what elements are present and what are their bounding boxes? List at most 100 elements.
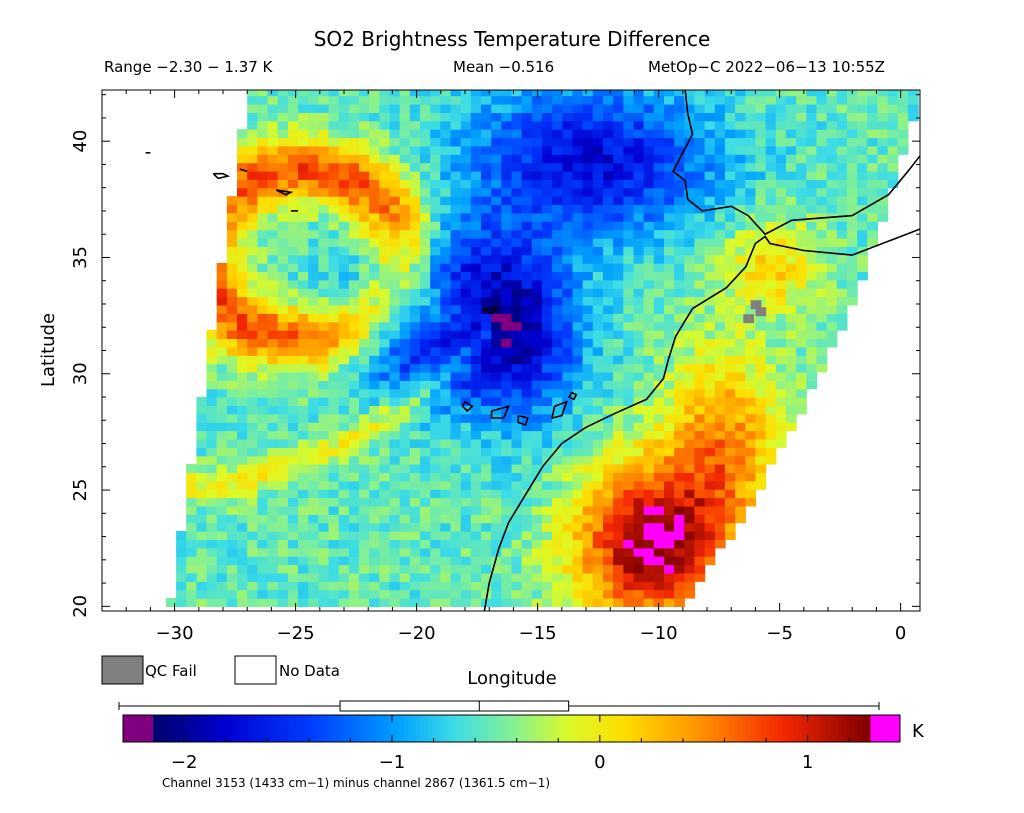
swath-pixel [318, 547, 330, 557]
swath-pixel [287, 338, 299, 348]
swath-pixel [359, 229, 370, 239]
swath-pixel [643, 531, 655, 540]
swath-pixel [369, 237, 380, 247]
swath-pixel [277, 464, 289, 473]
swath-pixel [775, 179, 787, 189]
swath-pixel [460, 455, 472, 465]
swath-pixel [613, 254, 624, 264]
swath-pixel [501, 154, 513, 164]
swath-pixel [714, 514, 726, 524]
swath-pixel [542, 296, 553, 306]
swath-pixel [226, 539, 238, 549]
swath-pixel [664, 304, 675, 314]
swath-pixel [359, 196, 370, 206]
swath-pixel [267, 145, 279, 155]
swath-pixel [735, 154, 746, 164]
swath-pixel [206, 438, 218, 448]
swath-pixel [491, 263, 502, 272]
swath-pixel [745, 120, 757, 130]
swath-pixel [176, 547, 187, 557]
swath-pixel [735, 472, 746, 482]
swath-pixel [206, 489, 218, 499]
swath-pixel [369, 514, 380, 524]
swath-pixel [511, 112, 523, 122]
swath-pixel [379, 237, 391, 247]
swath-pixel [521, 447, 533, 457]
swath-pixel [460, 497, 472, 507]
swath-pixel [664, 196, 675, 206]
swath-pixel [379, 505, 391, 515]
swath-pixel [491, 455, 502, 465]
swath-pixel [562, 187, 574, 197]
swath-pixel [277, 346, 289, 356]
swath-pixel [338, 556, 350, 566]
swath-pixel [826, 196, 838, 206]
swath-pixel [379, 547, 391, 557]
swath-pixel [359, 304, 370, 314]
swath-pixel [755, 229, 767, 239]
swath-pixel [389, 422, 401, 432]
swath-pixel [450, 237, 462, 247]
swath-pixel [796, 170, 807, 180]
swath-pixel [816, 221, 828, 231]
swath-pixel [572, 572, 584, 582]
swath-pixel [836, 95, 848, 105]
swath-pixel [704, 129, 716, 139]
colorbar-segment [459, 715, 465, 742]
swath-pixel [216, 405, 228, 415]
swath-pixel [674, 120, 685, 130]
swath-pixel [735, 397, 746, 406]
swath-pixel [338, 572, 350, 582]
swath-pixel [613, 480, 624, 490]
swath-pixel [592, 363, 604, 373]
swath-pixel [877, 120, 889, 130]
swath-pixel [613, 405, 624, 415]
swath-pixel [359, 170, 370, 180]
swath-pixel [552, 170, 563, 180]
swath-pixel [603, 522, 614, 532]
swath-pixel [440, 246, 452, 256]
swath-pixel [491, 472, 502, 482]
swath-pixel [623, 321, 635, 331]
swath-pixel [552, 380, 563, 390]
swath-pixel [450, 388, 462, 398]
swath-pixel [664, 531, 675, 540]
swath-pixel [521, 505, 533, 515]
swath-pixel [521, 254, 533, 264]
swath-pixel [816, 95, 828, 105]
swath-pixel [216, 505, 228, 515]
swath-pixel [592, 246, 604, 256]
swath-pixel [420, 321, 431, 331]
swath-pixel [592, 472, 604, 482]
swath-pixel [643, 112, 655, 122]
swath-pixel [653, 363, 665, 373]
swath-pixel [308, 422, 319, 432]
swath-pixel [562, 204, 574, 214]
colorbar-segment [244, 715, 250, 742]
swath-pixel [450, 145, 462, 155]
swath-pixel [226, 263, 238, 272]
swath-pixel [216, 556, 228, 566]
swath-pixel [277, 522, 289, 532]
swath-pixel [674, 271, 685, 281]
swath-pixel [511, 137, 523, 147]
swath-pixel [653, 547, 665, 557]
swath-pixel [470, 263, 482, 272]
colorbar-segment [802, 715, 807, 742]
swath-pixel [806, 129, 818, 139]
swath-pixel [379, 564, 391, 574]
swath-pixel [450, 254, 462, 264]
swath-pixel [765, 254, 777, 264]
swath-pixel [755, 187, 767, 197]
swath-pixel [745, 497, 757, 507]
coastline-segment [275, 189, 294, 196]
swath-pixel [287, 380, 299, 390]
swath-pixel [318, 455, 330, 465]
swath-pixel [318, 221, 330, 231]
swath-pixel [470, 187, 482, 197]
swath-pixel [318, 589, 330, 599]
swath-pixel [633, 162, 645, 172]
swath-pixel [308, 447, 319, 457]
swath-pixel [206, 455, 218, 465]
swath-pixel [735, 229, 746, 239]
